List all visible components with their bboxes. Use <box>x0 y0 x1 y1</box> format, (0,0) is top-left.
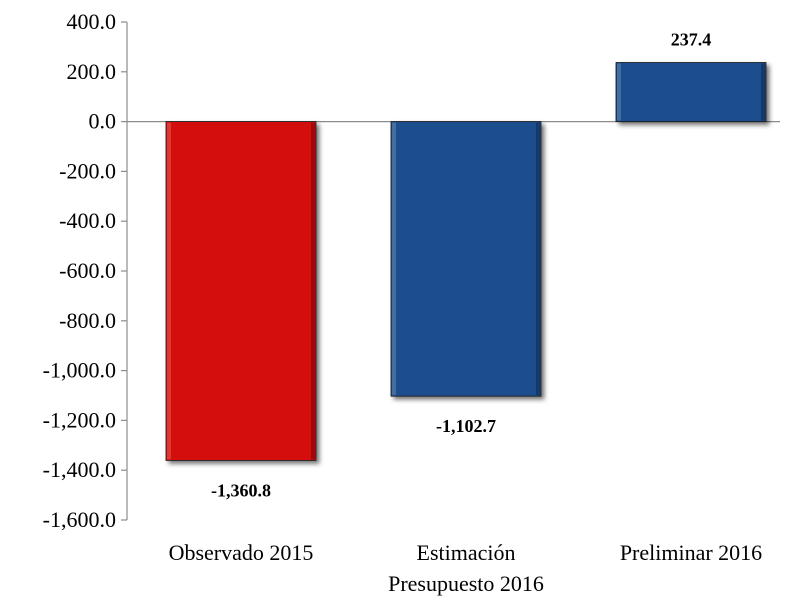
data-label-3: 237.4 <box>671 29 712 49</box>
y-tick-label: 200.0 <box>67 59 117 84</box>
y-tick-label: 0.0 <box>89 109 117 134</box>
y-tick-label: -1,000.0 <box>43 358 116 383</box>
bar-rect <box>165 121 317 461</box>
bar-bevel-left <box>167 122 171 460</box>
y-tick-label: -600.0 <box>59 258 116 283</box>
y-tick-label: -1,400.0 <box>43 457 116 482</box>
category-label: Estimación <box>417 540 516 565</box>
category-label: Presupuesto 2016 <box>388 571 544 596</box>
y-tick-label: -200.0 <box>59 158 116 183</box>
data-label-2: -1,102.7 <box>436 416 496 436</box>
y-tick-label: -800.0 <box>59 308 116 333</box>
y-tick-label: -400.0 <box>59 208 116 233</box>
bar-3 <box>615 62 767 122</box>
bar-bevel-right <box>311 122 315 460</box>
bar-bevel-right <box>536 122 540 396</box>
bar-1 <box>165 121 317 461</box>
bar-bevel-left <box>392 122 396 396</box>
bar-rect <box>615 62 767 122</box>
y-tick-label: -1,600.0 <box>43 507 116 532</box>
bar-layer <box>165 62 767 461</box>
category-label: Observado 2015 <box>169 540 314 565</box>
bar-bevel-right <box>761 63 765 121</box>
axis-layer: 400.0 200.0 0.0 -200.0 -400.0 -600.0 -800.0 -1,… <box>43 9 780 532</box>
data-label-1: -1,360.8 <box>211 480 271 500</box>
y-tick-label: 400.0 <box>67 9 117 34</box>
label-layer: -1,360.8 -1,102.7 237.4 Observado 2015 Estim… <box>169 29 763 596</box>
y-tick-label: -1,200.0 <box>43 407 116 432</box>
category-label: Preliminar 2016 <box>620 540 762 565</box>
bar-2 <box>390 121 542 397</box>
bar-bevel-left <box>617 63 621 121</box>
bar-rect <box>390 121 542 397</box>
